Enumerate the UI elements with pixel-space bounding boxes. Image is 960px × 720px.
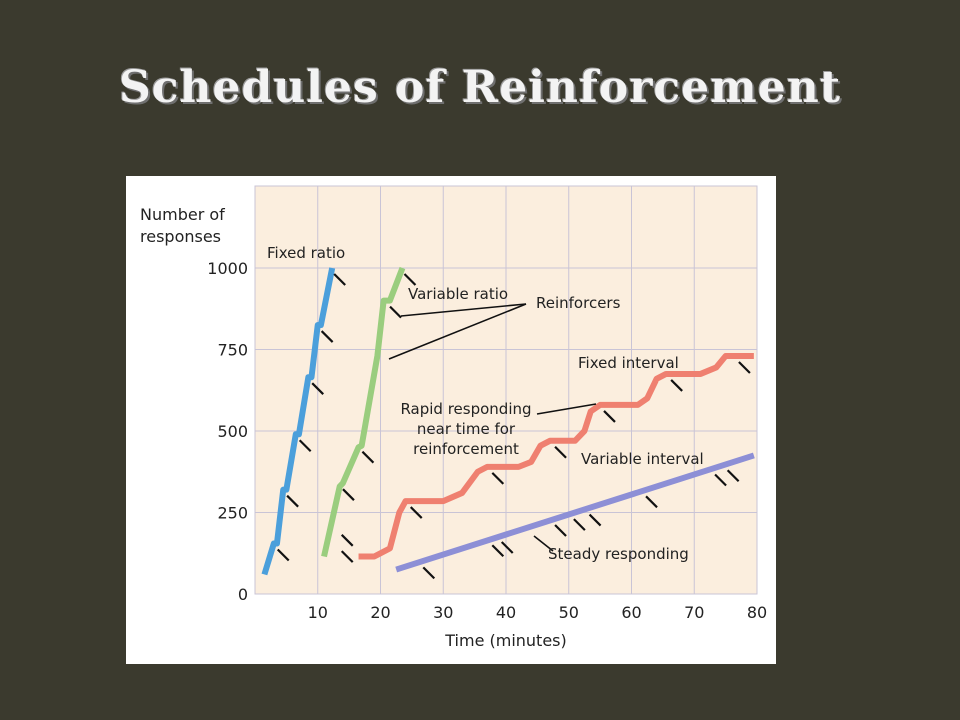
y-tick-label: 250	[217, 504, 248, 523]
reinforcers-label: Reinforcers	[536, 294, 621, 312]
variable-ratio-line	[321, 266, 406, 558]
steady-responding-label: Steady responding	[548, 545, 689, 563]
slide-title: Schedules of Reinforcement	[118, 62, 842, 113]
fixed-interval-reinforcer-mark	[603, 410, 616, 423]
variable-interval-line	[395, 452, 755, 573]
variable-ratio-reinforcer-mark	[340, 550, 354, 563]
fixed-ratio-label: Fixed ratio	[267, 244, 345, 262]
annotation-leader-line	[533, 535, 554, 552]
variable-interval-reinforcer-mark	[422, 566, 436, 580]
variable-ratio-reinforcer-mark	[340, 534, 354, 547]
x-tick-label: 50	[559, 603, 579, 622]
series-lines	[261, 266, 755, 576]
variable-ratio-reinforcer-mark	[403, 273, 417, 286]
fixed-interval-reinforcer-mark	[554, 446, 567, 459]
variable-ratio-reinforcer-mark	[342, 488, 355, 501]
variable-interval-reinforcer-mark	[491, 544, 505, 558]
plot-border	[254, 185, 758, 595]
reinforcer-markers	[276, 273, 751, 580]
fixed-interval-reinforcer-mark	[670, 379, 683, 392]
fixed-ratio-reinforcer-mark	[286, 494, 299, 508]
y-axis-label-line-2: responses	[140, 227, 221, 246]
x-tick-label: 40	[496, 603, 516, 622]
x-tick-label: 70	[684, 603, 704, 622]
variable-interval-label: Variable interval	[581, 450, 704, 468]
variable-interval-reinforcer-mark	[714, 473, 727, 487]
y-tick-label: 1000	[207, 259, 248, 278]
x-tick-label: 10	[308, 603, 328, 622]
fixed-ratio-reinforcer-mark	[333, 273, 346, 286]
variable-interval-reinforcer-mark	[500, 541, 514, 554]
y-tick-label: 500	[217, 422, 248, 441]
annotation-leaders	[388, 303, 597, 552]
fixed-interval-reinforcer-mark	[491, 472, 505, 485]
annotation-leader-line	[388, 303, 527, 360]
fixed-ratio-reinforcer-mark	[311, 382, 324, 395]
fixed-ratio-line	[261, 267, 336, 576]
fixed-interval-reinforcer-mark	[409, 506, 423, 519]
variable-interval-reinforcer-mark	[554, 524, 567, 537]
variable-ratio-label: Variable ratio	[408, 285, 508, 303]
fixed-ratio-reinforcer-mark	[320, 330, 334, 343]
variable-ratio-reinforcer-mark	[361, 450, 375, 464]
grid-lines	[254, 185, 758, 595]
variable-interval-reinforcer-mark	[588, 513, 602, 527]
annotation-leader-line	[400, 303, 527, 317]
axes: 10 20 30 40 50 60 70 80 0 250 500 750 1000 Time (minu…	[140, 205, 767, 650]
y-tick-label: 0	[238, 585, 248, 604]
annotation-leader-line	[536, 403, 597, 415]
x-tick-label: 80	[747, 603, 767, 622]
variable-ratio-reinforcer-mark	[389, 305, 402, 319]
fixed-ratio-reinforcer-mark	[298, 439, 312, 453]
fixed-interval-line	[358, 353, 754, 560]
y-tick-label: 750	[217, 341, 248, 360]
x-tick-label: 60	[621, 603, 641, 622]
figure-panel: 10 20 30 40 50 60 70 80 0 250 500 750 1000 Time (minu…	[126, 176, 776, 664]
fixed-interval-reinforcer-mark	[738, 361, 751, 374]
y-axis-label-line-1: Number of	[140, 205, 225, 224]
variable-interval-reinforcer-mark	[726, 469, 740, 483]
variable-interval-reinforcer-mark	[645, 495, 658, 509]
fixed-interval-label: Fixed interval	[578, 354, 679, 372]
rapid-responding-label-line-3: reinforcement	[413, 440, 519, 458]
variable-interval-reinforcer-mark	[573, 518, 586, 531]
reinforcement-schedules-chart: 10 20 30 40 50 60 70 80 0 250 500 750 1000 Time (minu…	[140, 185, 767, 650]
fixed-ratio-reinforcer-mark	[276, 548, 290, 562]
rapid-responding-label-line-1: Rapid responding	[400, 400, 531, 418]
x-tick-label: 20	[370, 603, 390, 622]
rapid-responding-label-line-2: near time for	[417, 420, 516, 438]
x-axis-label: Time (minutes)	[444, 631, 567, 650]
x-tick-label: 30	[433, 603, 453, 622]
chart-labels: Fixed ratio Variable ratio Reinforcers Fixe…	[267, 244, 704, 563]
